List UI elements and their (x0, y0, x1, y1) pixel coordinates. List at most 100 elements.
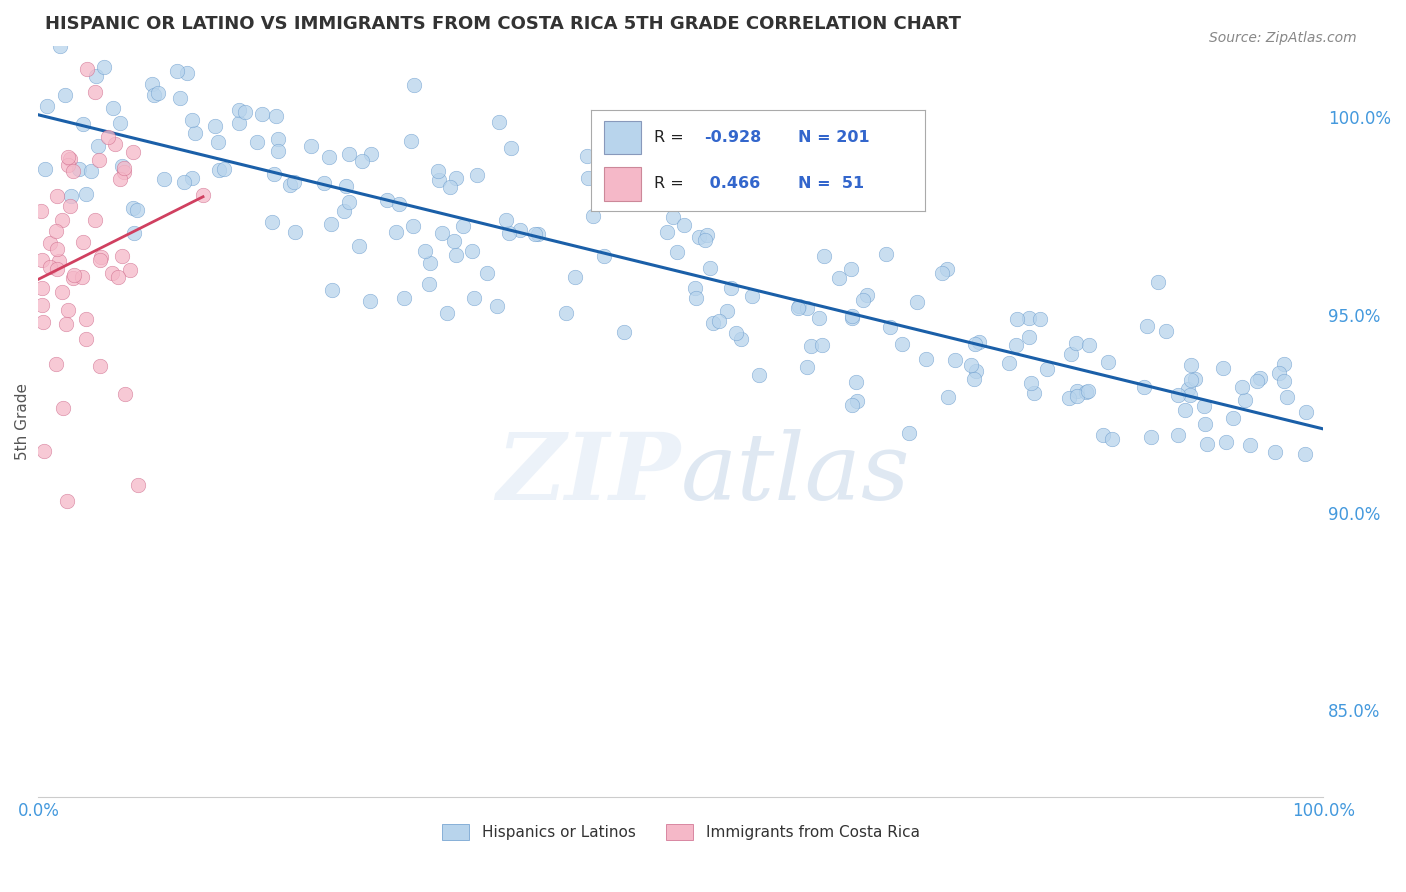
Point (51, 213, 73, 227)
Point (114, 386, 136, 401)
Point (915, 351, 938, 366)
Point (1057, 391, 1080, 405)
Point (283, 175, 305, 189)
Point (75, 312, 97, 326)
Point (141, 77, 163, 91)
Point (31, 253, 53, 268)
Point (1239, 438, 1261, 452)
Point (350, 153, 373, 168)
Point (688, 230, 710, 244)
Point (169, 91, 191, 105)
Point (87, 138, 110, 153)
Point (75, 332, 97, 346)
Point (181, 170, 204, 185)
Point (235, 104, 257, 119)
Point (699, 261, 721, 276)
Point (702, 317, 724, 331)
Point (83, 213, 105, 227)
Point (394, 291, 416, 305)
Point (191, 188, 214, 202)
Point (34, 161, 56, 176)
Point (1167, 388, 1189, 402)
Point (526, 227, 548, 241)
Point (967, 335, 990, 350)
Point (789, 299, 811, 313)
Point (741, 289, 763, 303)
Point (1036, 361, 1059, 376)
Point (730, 332, 752, 346)
Point (318, 149, 340, 163)
Point (693, 233, 716, 247)
Point (335, 179, 357, 194)
Point (89, 359, 111, 374)
Point (62, 268, 84, 283)
Point (166, 63, 188, 78)
Point (418, 277, 440, 291)
Point (173, 176, 195, 190)
Y-axis label: 5th Grade: 5th Grade (15, 383, 30, 460)
Point (1246, 374, 1268, 388)
Point (796, 360, 818, 375)
Point (143, 88, 166, 103)
Point (890, 336, 912, 351)
Point (509, 222, 531, 236)
Point (707, 313, 730, 327)
Point (1147, 275, 1170, 289)
Point (786, 301, 808, 315)
Point (1295, 405, 1317, 419)
Point (181, 112, 204, 127)
Point (111, 160, 134, 174)
Point (118, 262, 141, 277)
Point (1194, 399, 1216, 413)
Point (101, 101, 124, 115)
Point (1234, 393, 1257, 408)
Point (108, 116, 131, 130)
Point (39, 260, 62, 274)
Point (80, 163, 103, 178)
Point (1167, 428, 1189, 442)
Point (931, 266, 953, 280)
Point (720, 281, 742, 295)
Point (1272, 374, 1295, 388)
Point (897, 426, 920, 441)
Point (499, 140, 522, 154)
Point (207, 136, 229, 150)
Point (685, 291, 707, 305)
Point (1180, 358, 1202, 372)
Point (1005, 312, 1028, 326)
Point (807, 311, 830, 326)
Point (204, 119, 226, 133)
Point (246, 136, 269, 150)
Point (252, 107, 274, 121)
Point (856, 287, 879, 301)
Text: Source: ZipAtlas.com: Source: ZipAtlas.com (1209, 31, 1357, 45)
Point (55, 493, 77, 508)
Point (176, 66, 198, 80)
Point (846, 393, 869, 408)
Point (813, 249, 835, 263)
Point (1092, 428, 1115, 442)
Point (495, 212, 517, 227)
Point (337, 194, 360, 209)
Point (31, 298, 53, 312)
Point (485, 299, 508, 313)
Point (413, 244, 436, 259)
Point (107, 269, 129, 284)
Point (108, 171, 131, 186)
Point (347, 239, 370, 253)
Point (475, 266, 498, 280)
Point (426, 164, 449, 178)
Point (796, 301, 818, 316)
Point (45, 357, 67, 371)
Point (51, 285, 73, 299)
Point (1024, 385, 1046, 400)
Point (943, 353, 966, 368)
Text: ZIP: ZIP (496, 429, 681, 519)
Point (828, 270, 851, 285)
Point (1215, 434, 1237, 449)
Point (554, 306, 576, 320)
Point (1222, 410, 1244, 425)
Point (89, 253, 111, 268)
Point (965, 364, 987, 378)
Point (444, 248, 467, 262)
